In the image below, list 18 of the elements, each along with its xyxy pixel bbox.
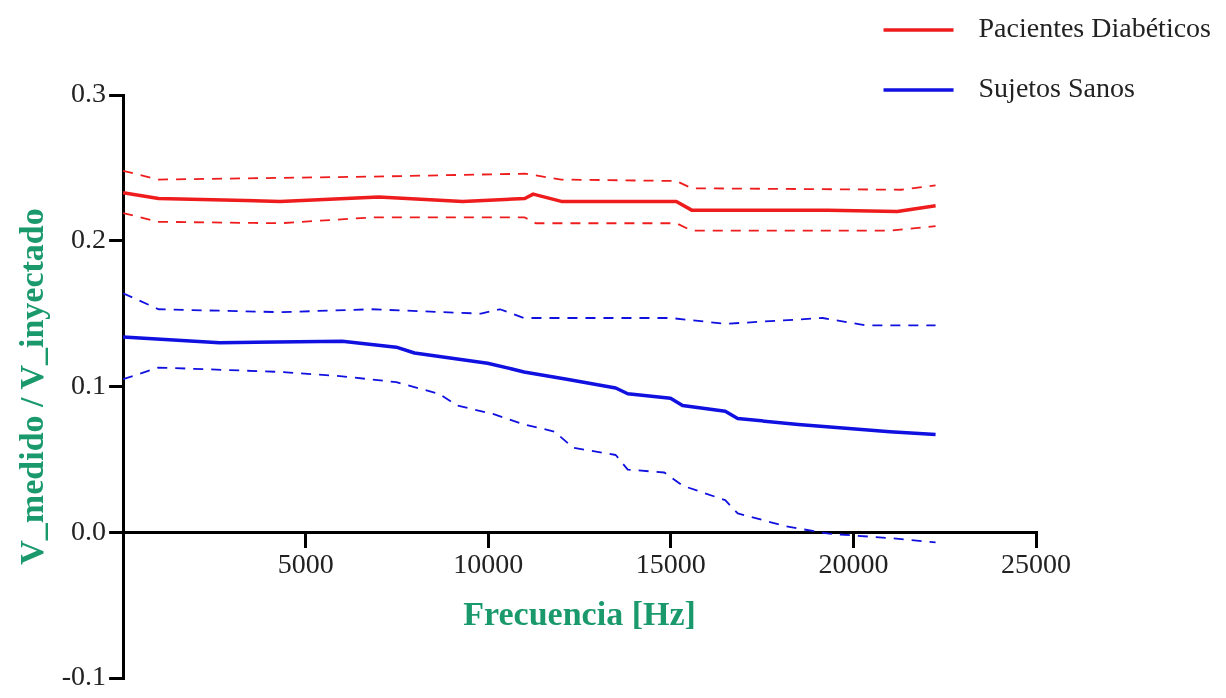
x-tick-label: 25000 [1001, 548, 1071, 580]
y-tick-label: 0.3 [71, 77, 107, 109]
x-axis-title: Frecuencia [Hz] [463, 595, 696, 633]
y-tick-label: 0.0 [71, 514, 107, 546]
legend-label: Sujetos Sanos [978, 72, 1135, 104]
x-tick-label: 20000 [818, 548, 889, 580]
x-tick-label: 10000 [453, 548, 524, 580]
line-series [123, 169, 937, 191]
y-tick-label: 0.1 [71, 368, 107, 400]
legend-label: Pacientes Diabéticos [978, 12, 1212, 44]
x-tick-label: 15000 [635, 548, 706, 580]
x-tick-label: 5000 [277, 548, 334, 580]
y-axis-title: V_medido / V_inyectado [13, 208, 51, 565]
line-series [123, 366, 937, 544]
line-series [123, 212, 937, 232]
y-tick-label: 0.2 [71, 223, 107, 255]
y-tick-label: -0.1 [61, 660, 107, 692]
line-series [123, 292, 937, 327]
